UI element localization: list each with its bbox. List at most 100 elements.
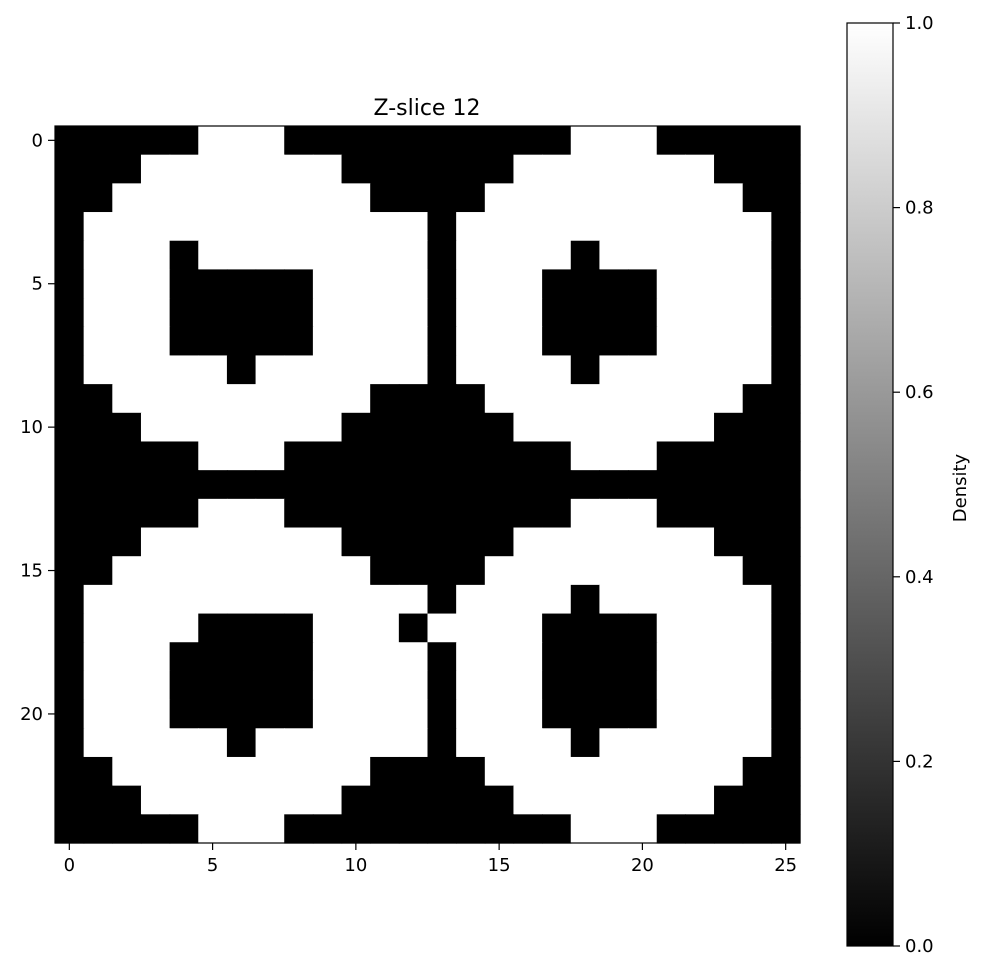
heatmap-cell <box>112 728 142 758</box>
heatmap-cell <box>570 642 601 672</box>
heatmap-cell <box>83 269 113 299</box>
heatmap-cell <box>456 728 486 758</box>
heatmap-cell <box>599 498 629 529</box>
heatmap-cell <box>140 756 171 787</box>
heatmap-cell <box>312 412 343 443</box>
heatmap-cell <box>628 527 658 557</box>
heatmap-cell <box>198 699 228 729</box>
heatmap-cell <box>370 384 400 414</box>
heatmap-cell <box>427 728 457 758</box>
heatmap-cell <box>140 212 171 242</box>
heatmap-cell <box>484 126 515 156</box>
heatmap-cell <box>628 183 658 213</box>
heatmap-cell <box>513 584 543 615</box>
heatmap-cell <box>513 355 543 385</box>
heatmap-cell <box>284 154 314 184</box>
heatmap-cell <box>542 642 572 672</box>
heatmap-cell <box>398 498 429 529</box>
heatmap-cell <box>284 756 314 787</box>
heatmap-cell <box>284 613 314 643</box>
heatmap-cell <box>83 785 113 815</box>
heatmap-cell <box>140 126 171 156</box>
heatmap-cell <box>341 699 371 729</box>
heatmap-cell <box>284 384 314 414</box>
heatmap-cell <box>542 126 572 156</box>
heatmap-cell <box>398 412 429 443</box>
heatmap-cell <box>398 441 429 471</box>
heatmap-cell <box>226 785 257 815</box>
chart-title: Z-slice 12 <box>374 96 481 121</box>
heatmap-cell <box>83 527 113 557</box>
heatmap-cell <box>169 642 199 672</box>
heatmap-cell <box>312 728 343 758</box>
heatmap-cell <box>140 412 171 443</box>
heatmap-cell <box>55 584 85 615</box>
heatmap-cell <box>226 154 257 184</box>
heatmap-cell <box>169 384 199 414</box>
heatmap-cell <box>83 298 113 328</box>
heatmap-cell <box>456 240 486 270</box>
heatmap-cell <box>370 355 400 385</box>
heatmap-cell <box>484 670 515 701</box>
heatmap-cell <box>398 728 429 758</box>
heatmap-cell <box>570 269 601 299</box>
heatmap-cell <box>398 699 429 729</box>
heatmap-cell <box>55 154 85 184</box>
heatmap-cell <box>226 613 257 643</box>
heatmap-cell <box>55 126 85 156</box>
heatmap-cell <box>599 269 629 299</box>
x-tick-label: 20 <box>631 855 654 876</box>
heatmap-cell <box>570 183 601 213</box>
heatmap-cell <box>398 527 429 557</box>
heatmap-cell <box>513 154 543 184</box>
heatmap-cell <box>656 269 686 299</box>
colorbar-ticks: 0.0 0.2 0.4 0.6 0.8 1.0 <box>893 13 934 957</box>
heatmap-cell <box>169 212 199 242</box>
heatmap-cell <box>628 412 658 443</box>
heatmap-cell <box>312 298 343 328</box>
heatmap-cell <box>398 785 429 815</box>
heatmap-cell <box>83 470 113 500</box>
heatmap-cell <box>599 212 629 242</box>
heatmap-cell <box>55 670 85 701</box>
heatmap-cell <box>685 126 715 156</box>
heatmap-cell <box>714 728 744 758</box>
heatmap-cell <box>341 785 371 815</box>
heatmap-cell <box>226 728 257 758</box>
heatmap-cell <box>255 384 285 414</box>
heatmap-cell <box>685 441 715 471</box>
heatmap-cell <box>427 642 457 672</box>
heatmap-cell <box>742 183 772 213</box>
heatmap-cell <box>140 699 171 729</box>
heatmap-cell <box>427 326 457 357</box>
heatmap-cell <box>284 470 314 500</box>
heatmap-cell <box>255 183 285 213</box>
heatmap-cell <box>570 355 601 385</box>
heatmap-cell <box>570 556 601 586</box>
heatmap-cell <box>628 126 658 156</box>
heatmap-cell <box>742 269 772 299</box>
heatmap-cell <box>198 728 228 758</box>
heatmap-cell <box>398 126 429 156</box>
heatmap-cell <box>570 326 601 357</box>
heatmap-cell <box>370 756 400 787</box>
heatmap-cell <box>169 756 199 787</box>
heatmap-cell <box>83 642 113 672</box>
heatmap-cell <box>484 326 515 357</box>
heatmap-cell <box>628 154 658 184</box>
heatmap-cell <box>771 240 801 270</box>
heatmap-cell <box>456 527 486 557</box>
heatmap-cell <box>456 412 486 443</box>
colorbar-tick-label: 0.4 <box>905 567 934 588</box>
heatmap-cell <box>570 613 601 643</box>
heatmap-cell <box>456 642 486 672</box>
heatmap-cell <box>570 470 601 500</box>
heatmap-cell <box>599 728 629 758</box>
heatmap-cell <box>714 154 744 184</box>
heatmap-cell <box>656 785 686 815</box>
heatmap-cell <box>427 269 457 299</box>
colorbar-tick-label: 0.0 <box>905 936 934 957</box>
heatmap-cell <box>226 699 257 729</box>
heatmap-cell <box>312 699 343 729</box>
